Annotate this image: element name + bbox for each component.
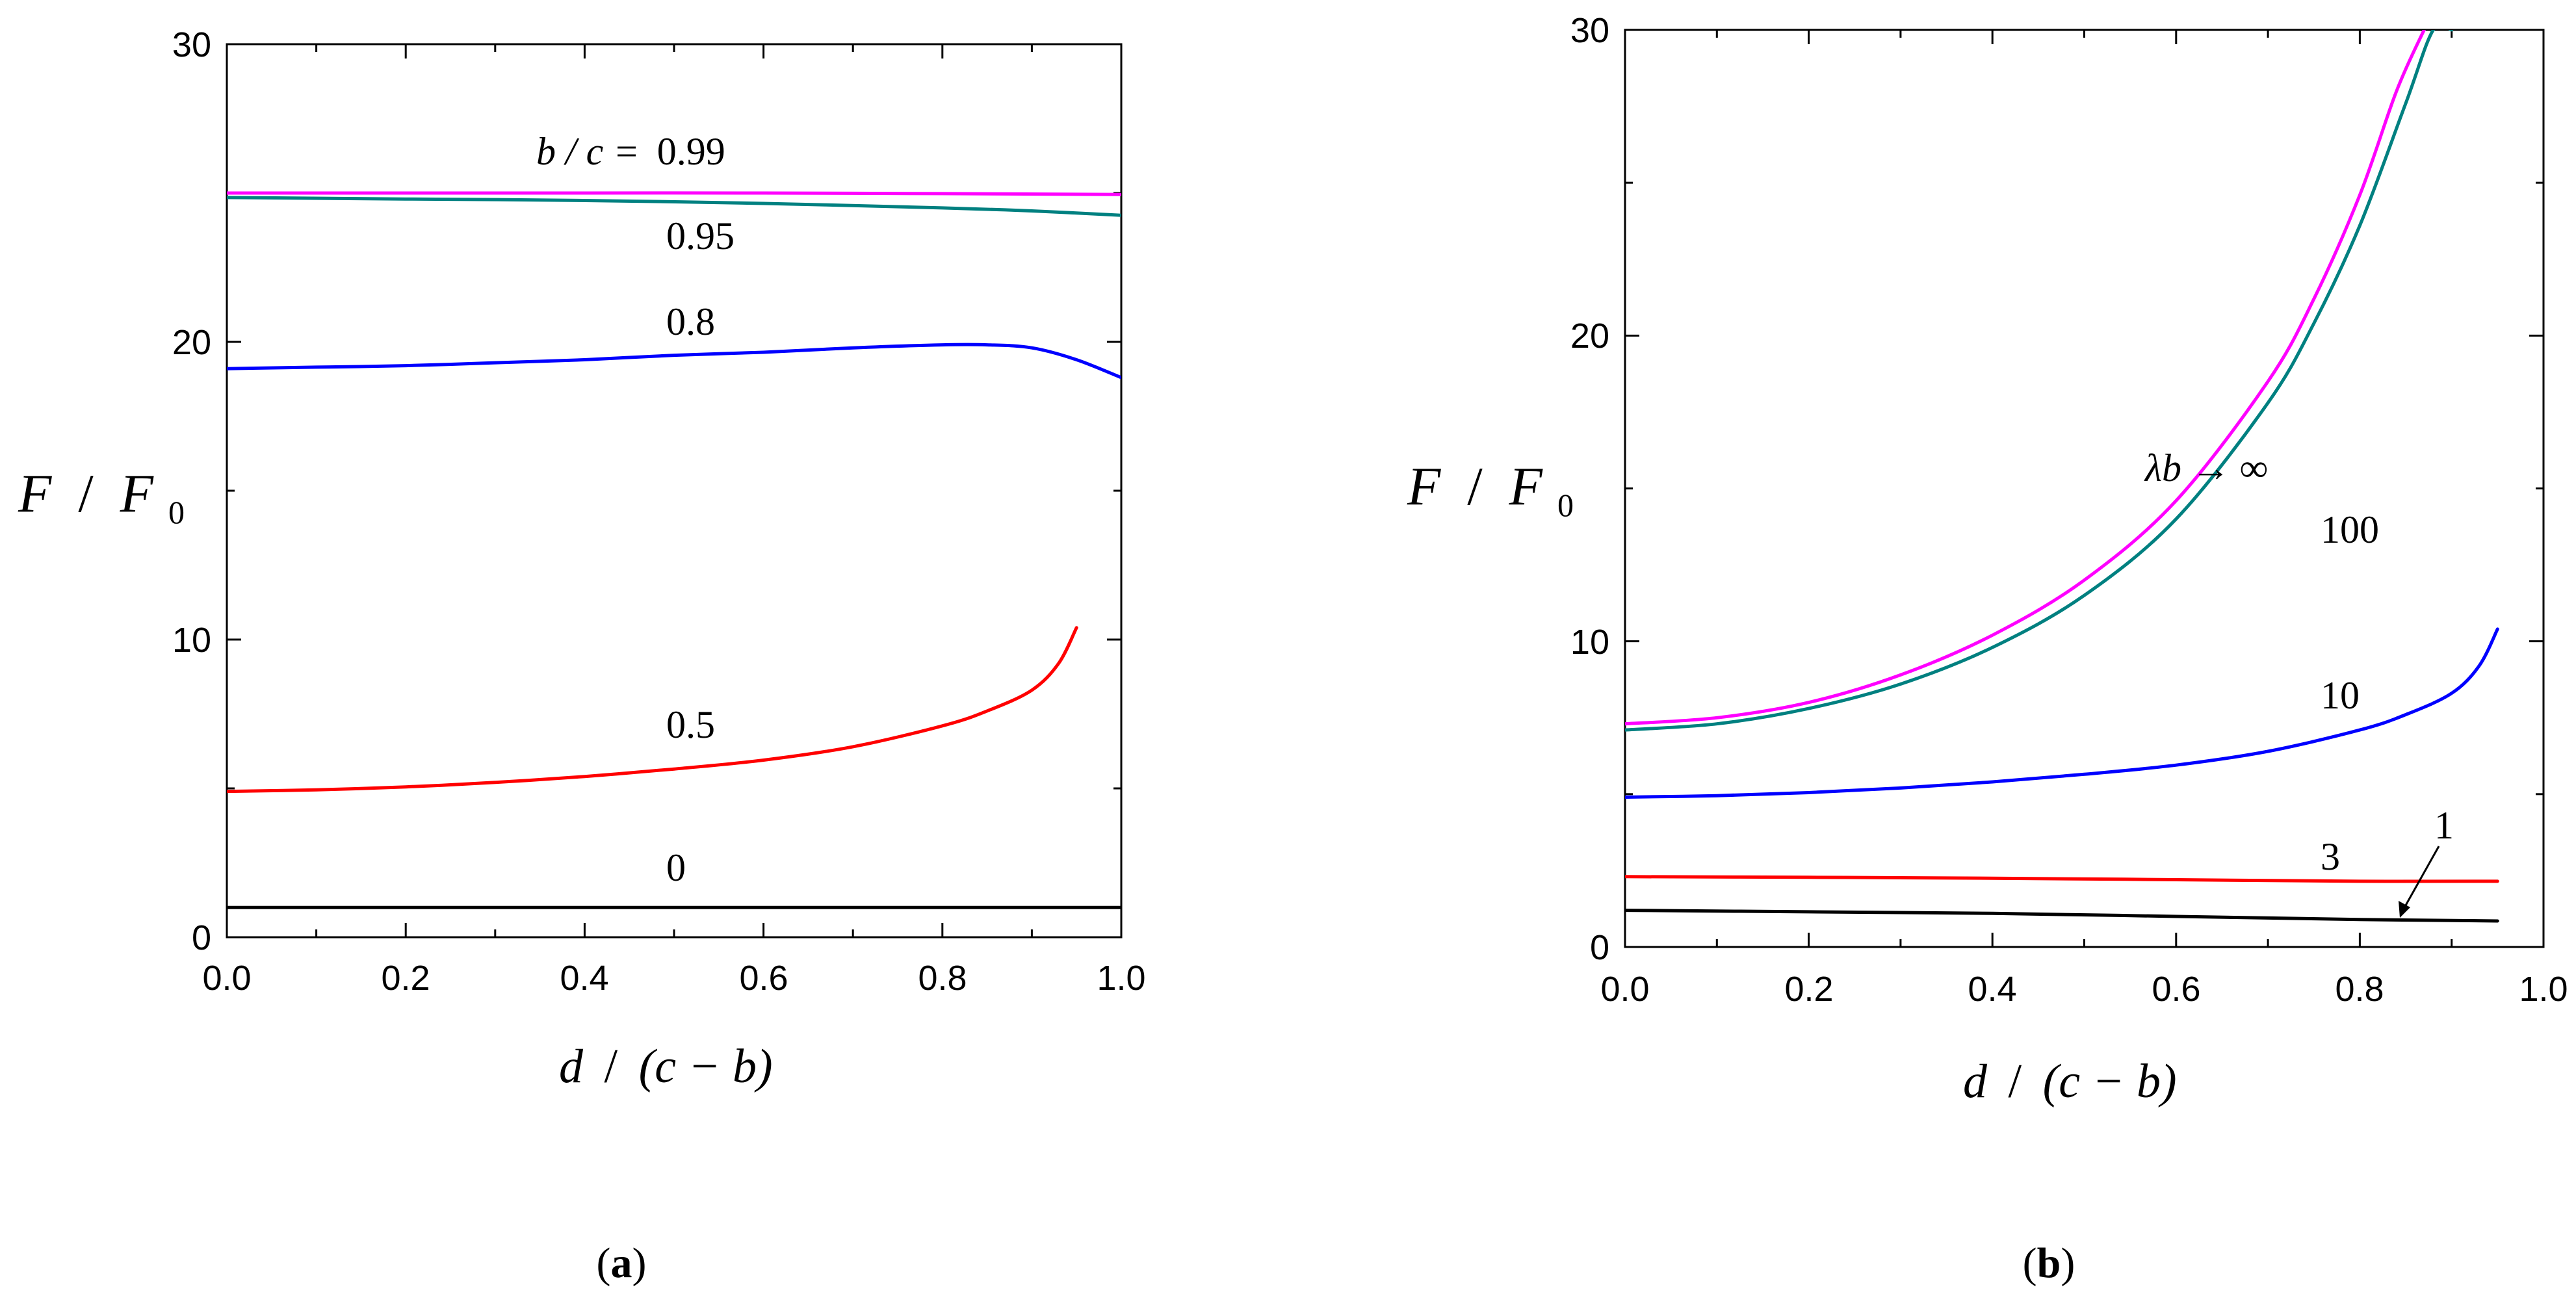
panel-a-y-axis-title: F / F 0 (18, 463, 185, 530)
panel-b-y-tick-labels: 0 10 20 30 (1570, 11, 1609, 967)
curve-label-b-c: b / c = 0.99 (536, 130, 725, 173)
x-tick-label: 0.6 (739, 959, 788, 998)
curve-label-0.5: 0.5 (666, 703, 715, 746)
y-tick-label: 10 (172, 621, 211, 660)
y-title-denominator: F (1509, 456, 1544, 517)
series-line-1 (1625, 909, 2499, 923)
panel-label-open-paren: ( (2023, 1239, 2037, 1287)
panel-b-y-axis-title: F / F 0 (1407, 456, 1574, 523)
x-tick-label: 0.0 (202, 959, 251, 998)
panel-label-b: (b) (2023, 1239, 2075, 1287)
y-tick-label: 10 (1570, 623, 1609, 662)
panel-a-curves (227, 191, 1121, 909)
x-tick-label: 0.2 (381, 959, 430, 998)
x-tick-label: 0.4 (560, 959, 608, 998)
panel-label-letter: a (611, 1239, 632, 1287)
curve-label-lambda-b: λb → ∞ (2144, 447, 2268, 489)
x-tick-label: 0.2 (1784, 970, 1833, 1009)
x-tick-label: 0.0 (1600, 970, 1649, 1009)
panel-label-close-paren: ) (632, 1239, 647, 1287)
y-title-numerator: F (18, 463, 53, 524)
arrow-head (2399, 901, 2410, 918)
y-tick-label: 0 (1590, 928, 1609, 967)
x-tick-label: 0.4 (1968, 970, 2016, 1009)
curve-label-3: 3 (2321, 835, 2340, 878)
x-tick-label: 0.6 (2152, 970, 2200, 1009)
y-title-slash: / (78, 463, 94, 524)
curve-label-prefix: b / c = (536, 130, 640, 173)
y-tick-label: 20 (1570, 317, 1609, 356)
panel-label-letter: b (2037, 1239, 2061, 1287)
curve-label-0: 0 (666, 846, 686, 889)
x-title-slash: / (2009, 1055, 2022, 1108)
curve-label-value: 0.99 (657, 130, 725, 173)
y-tick-label: 0 (192, 918, 211, 957)
series-line-0.5 (227, 626, 1078, 794)
panel-b-x-tick-labels: 0.0 0.2 0.4 0.6 0.8 1.0 (1600, 970, 2568, 1009)
x-title-slash: / (605, 1040, 618, 1093)
y-title-subscript: 0 (168, 494, 185, 530)
y-title-slash: / (1467, 456, 1483, 517)
panel-a-y-tick-labels: 0 10 20 30 (172, 25, 211, 957)
curve-label-0.8: 0.8 (666, 300, 715, 343)
series-line-0.95 (227, 196, 1121, 217)
panel-label-close-paren: ) (2061, 1239, 2075, 1287)
arrow-shaft (2402, 846, 2440, 911)
curve-label-1: 1 (2434, 804, 2454, 847)
y-title-denominator: F (120, 463, 155, 524)
panel-b-ticks (1624, 29, 2545, 948)
curve-label-10: 10 (2321, 674, 2360, 717)
curve-label-0.95: 0.95 (666, 214, 735, 257)
series-line-3 (1625, 875, 2499, 883)
panel-a: 0.0 0.2 0.4 0.6 0.8 1.0 0 10 20 30 b / c… (18, 25, 1146, 1287)
curve-label-100: 100 (2321, 508, 2379, 551)
y-tick-label: 20 (172, 323, 211, 362)
x-tick-label: 1.0 (2519, 970, 2568, 1009)
y-tick-label: 30 (1570, 11, 1609, 50)
x-title-numerator: d (1963, 1055, 1988, 1108)
curve-label-lambda-inf: λb → ∞ (2144, 447, 2268, 489)
series-line-inf (1625, 30, 2426, 726)
panel-a-frame (226, 43, 1123, 939)
panel-a-x-axis-title: d / (c − b) (559, 1040, 773, 1093)
x-title-denominator: (c − b) (2043, 1055, 2177, 1108)
panel-label-a: (a) (597, 1239, 647, 1287)
series-line-10 (1625, 627, 2499, 799)
panel-a-x-tick-labels: 0.0 0.2 0.4 0.6 0.8 1.0 (202, 959, 1145, 998)
x-tick-label: 1.0 (1097, 959, 1145, 998)
panel-a-ticks (226, 43, 1123, 939)
x-tick-label: 0.8 (2335, 970, 2384, 1009)
series-line-0.99 (227, 191, 1121, 196)
y-title-subscript: 0 (1557, 487, 1574, 523)
panel-b: 0.0 0.2 0.4 0.6 0.8 1.0 0 10 20 30 λb → … (1407, 11, 2568, 1287)
x-title-numerator: d (559, 1040, 584, 1093)
panel-b-x-axis-title: d / (c − b) (1963, 1055, 2177, 1108)
y-title-numerator: F (1407, 456, 1442, 517)
panel-label-open-paren: ( (597, 1239, 611, 1287)
panel-b-frame (1624, 29, 2545, 948)
series-line-100 (1625, 30, 2454, 732)
series-line-0.8 (227, 343, 1121, 380)
x-title-denominator: (c − b) (639, 1040, 773, 1093)
panel-b-curves (1625, 30, 2499, 923)
curve-1-arrow (2399, 846, 2440, 918)
y-tick-label: 30 (172, 25, 211, 64)
x-tick-label: 0.8 (918, 959, 967, 998)
